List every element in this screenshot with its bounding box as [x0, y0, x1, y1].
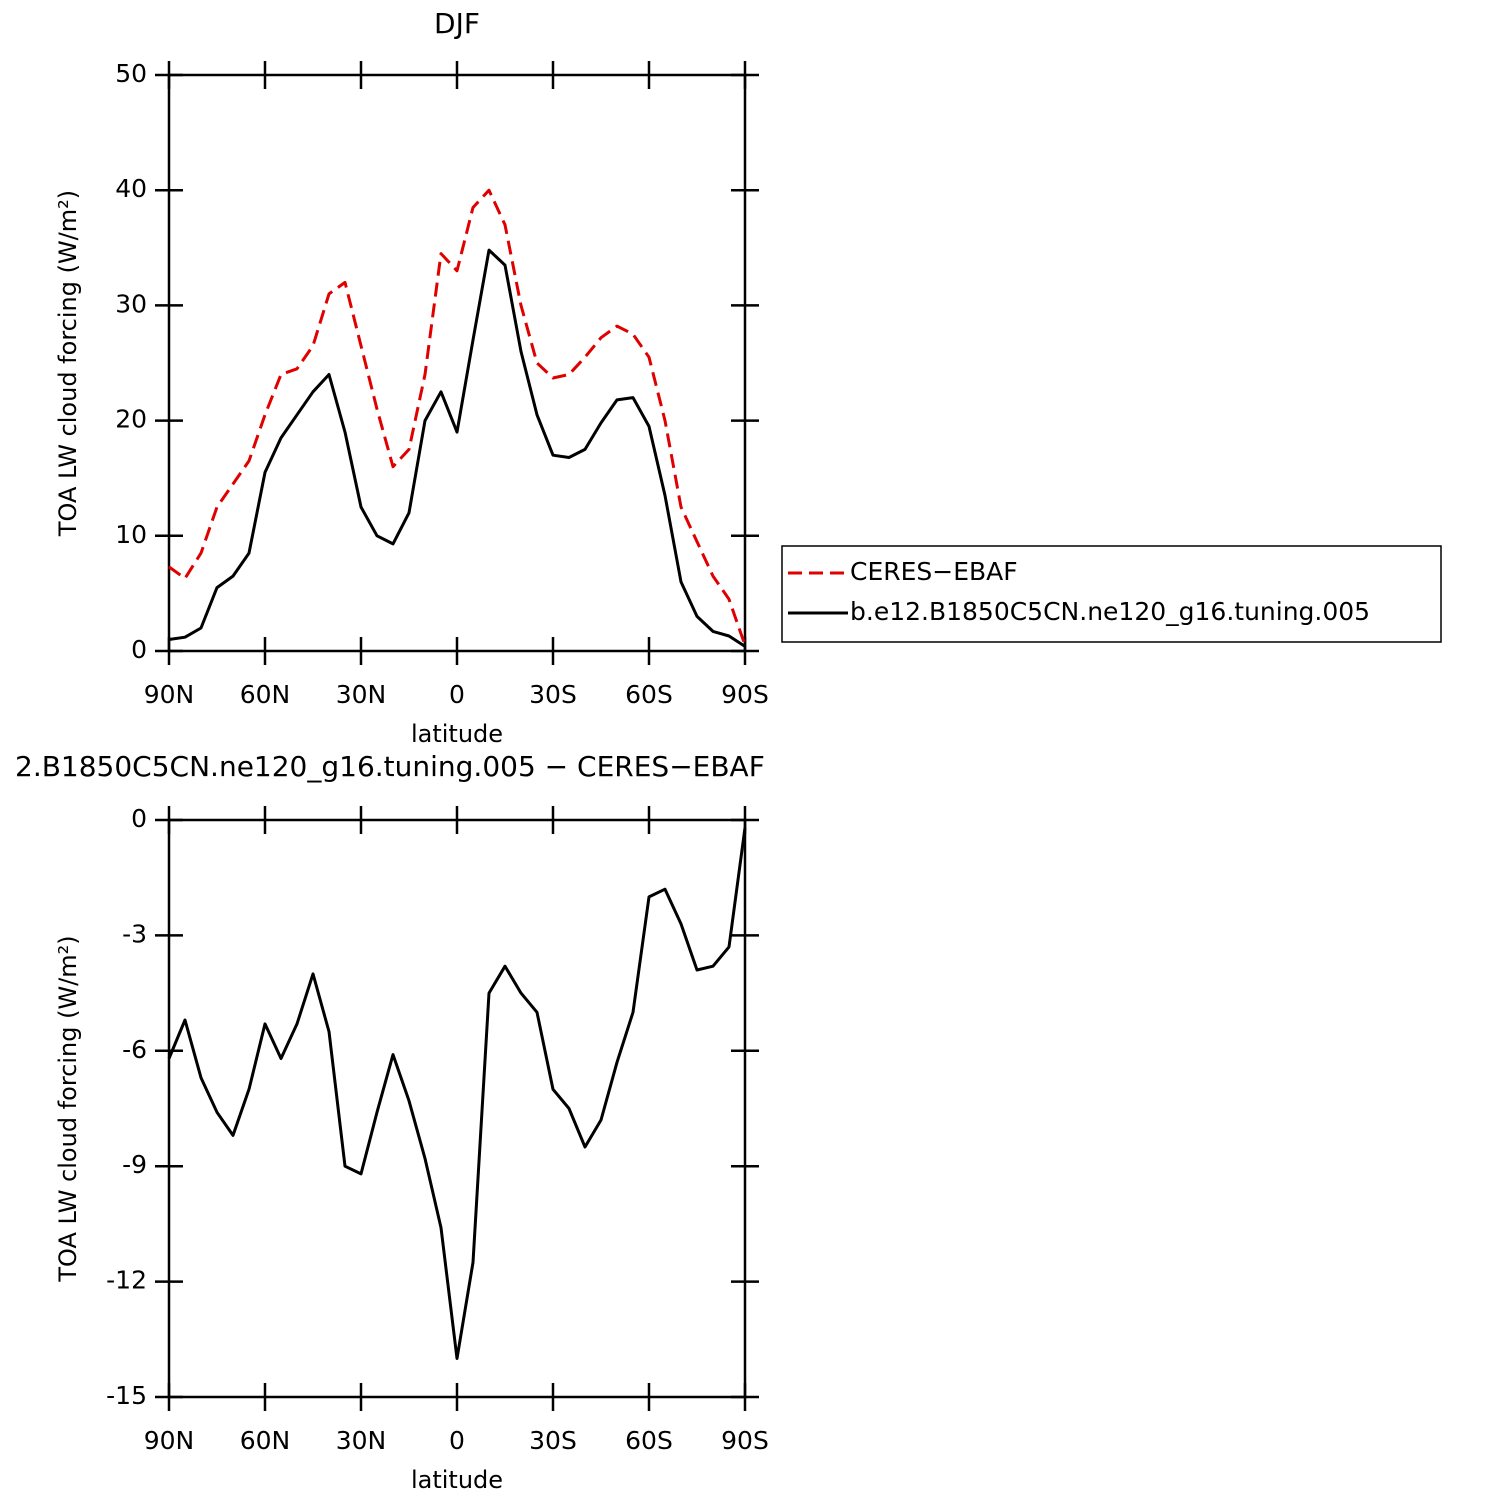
chart-title: 2.B1850C5CN.ne120_g16.tuning.005 − CERES… — [15, 750, 765, 783]
y-tick-label: 0 — [131, 635, 147, 664]
y-tick-label: 0 — [131, 804, 147, 833]
y-axis-label: TOA LW cloud forcing (W/m²) — [54, 190, 82, 537]
y-tick-label: -15 — [106, 1381, 147, 1410]
y-tick-label: -3 — [122, 919, 147, 948]
x-tick-label: 60N — [240, 680, 291, 709]
data-line — [167, 827, 747, 1360]
x-tick-label: 60S — [625, 680, 673, 709]
y-tick-label: 30 — [115, 289, 147, 318]
plot-frame — [167, 818, 747, 1399]
x-tick-label: 90S — [721, 1426, 769, 1455]
y-tick-label: 10 — [115, 520, 147, 549]
x-tick-label: 90N — [144, 680, 195, 709]
legend-label: CERES−EBAF — [850, 557, 1018, 586]
legend-box — [781, 545, 1442, 643]
plot-frame — [167, 73, 747, 653]
y-tick-label: 40 — [115, 174, 147, 203]
x-tick-label: 30S — [529, 680, 577, 709]
data-line — [168, 188, 747, 646]
y-tick-label: 50 — [115, 59, 147, 88]
x-tick-label: 30N — [336, 680, 387, 709]
x-tick-label: 60S — [625, 1426, 673, 1455]
data-line — [168, 248, 746, 648]
y-tick-label: 20 — [115, 405, 147, 434]
x-tick-label: 0 — [449, 680, 465, 709]
chart-title: DJF — [434, 7, 480, 40]
y-tick-label: -9 — [122, 1150, 147, 1179]
x-tick-label: 0 — [449, 1426, 465, 1455]
legend-label: b.e12.B1850C5CN.ne120_g16.tuning.005 — [850, 597, 1370, 626]
x-tick-label: 30N — [336, 1426, 387, 1455]
x-axis-label: latitude — [411, 720, 503, 748]
x-tick-label: 90S — [721, 680, 769, 709]
x-tick-label: 30S — [529, 1426, 577, 1455]
y-axis-label: TOA LW cloud forcing (W/m²) — [54, 935, 82, 1282]
y-tick-label: -6 — [122, 1035, 147, 1064]
x-tick-label: 90N — [144, 1426, 195, 1455]
x-tick-label: 60N — [240, 1426, 291, 1455]
x-axis-label: latitude — [411, 1466, 503, 1494]
y-tick-label: -12 — [106, 1266, 147, 1295]
